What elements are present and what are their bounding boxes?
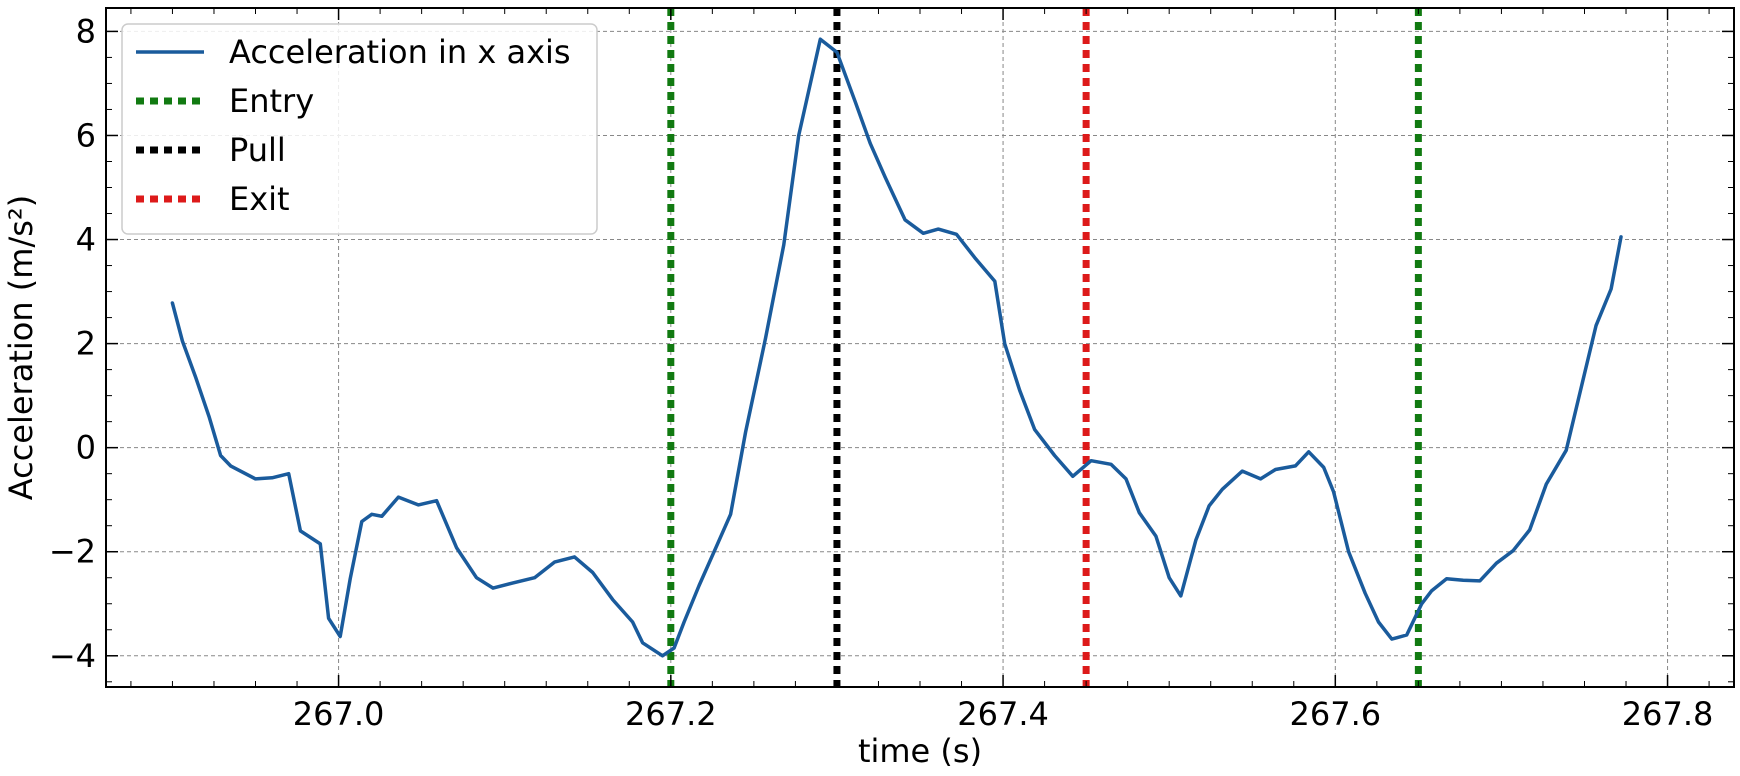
legend-label: Acceleration in x axis xyxy=(229,33,571,71)
series-line xyxy=(170,37,1623,658)
y-tick-label: −4 xyxy=(49,637,96,675)
x-tick-labels: 267.0 267.2 267.4 267.6 267.8 xyxy=(293,695,1714,733)
x-tick-label: 267.0 xyxy=(293,695,385,733)
y-tick-label: 4 xyxy=(76,221,96,259)
x-tick-label: 267.6 xyxy=(1290,695,1382,733)
y-axis-label: Acceleration (m/s²) xyxy=(2,195,40,500)
tick-marks xyxy=(106,8,1734,687)
legend-label: Exit xyxy=(229,180,290,218)
x-tick-label: 267.8 xyxy=(1622,695,1714,733)
y-tick-label: 8 xyxy=(76,12,96,50)
legend-label: Entry xyxy=(229,82,314,120)
x-tick-label: 267.2 xyxy=(625,695,717,733)
y-tick-label: 2 xyxy=(76,325,96,363)
y-tick-label: 6 xyxy=(76,116,96,154)
x-tick-label: 267.4 xyxy=(957,695,1049,733)
legend: Acceleration in x axis Entry Pull Exit xyxy=(121,23,598,235)
y-tick-labels: −4 −2 0 2 4 6 8 xyxy=(49,12,96,674)
y-tick-label: 0 xyxy=(76,429,96,467)
legend-box xyxy=(121,23,598,235)
data-series xyxy=(170,37,1623,658)
event-lines xyxy=(667,8,1422,687)
x-axis-label: time (s) xyxy=(858,732,982,770)
y-tick-label: −2 xyxy=(49,533,96,571)
legend-label: Pull xyxy=(229,131,286,169)
